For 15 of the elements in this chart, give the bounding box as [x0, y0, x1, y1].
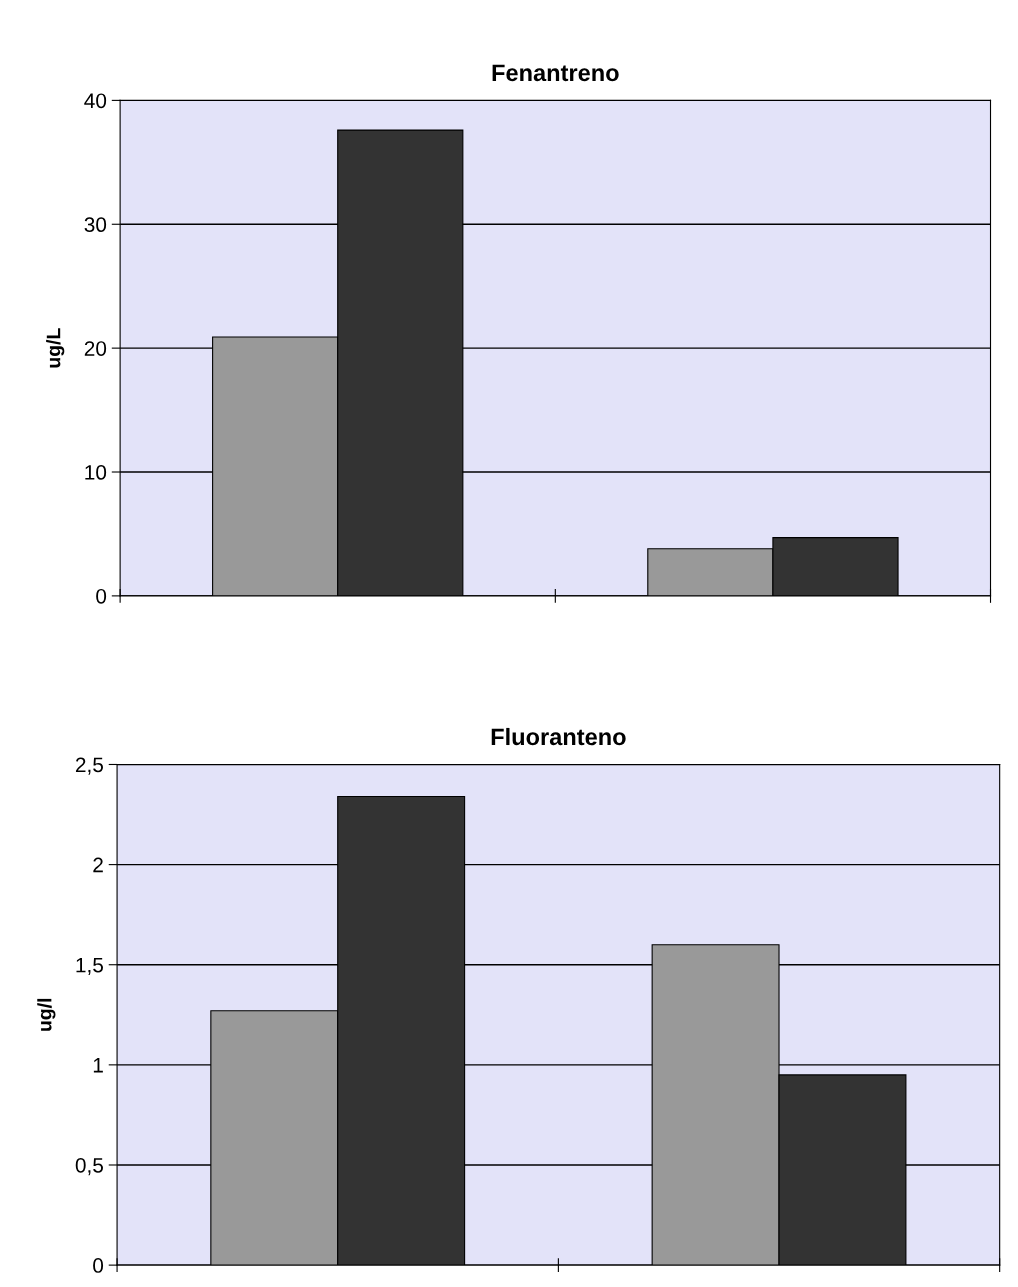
y-tick-label: 30 — [84, 217, 107, 233]
y-tick-label: 1 — [93, 1058, 103, 1073]
y-tick-label: 10 — [85, 465, 107, 480]
chart-title: Fenantreno — [492, 64, 619, 82]
y-tick-label: 2,5 — [75, 757, 103, 775]
y-tick-label: 20 — [84, 341, 107, 356]
y-tick-label: 0 — [93, 1258, 104, 1273]
y-tick-label: 0 — [96, 588, 107, 604]
y-tick-label: 2 — [93, 857, 103, 873]
y-tick-label: 0,5 — [75, 1157, 103, 1176]
y-tick-label: 1,5 — [76, 957, 103, 975]
y-tick-label: 40 — [84, 93, 107, 109]
y-axis-title: ug/l — [37, 998, 56, 1031]
y-axis-title: ug/L — [46, 328, 65, 368]
chart-title: Fluoranteno — [491, 727, 626, 746]
